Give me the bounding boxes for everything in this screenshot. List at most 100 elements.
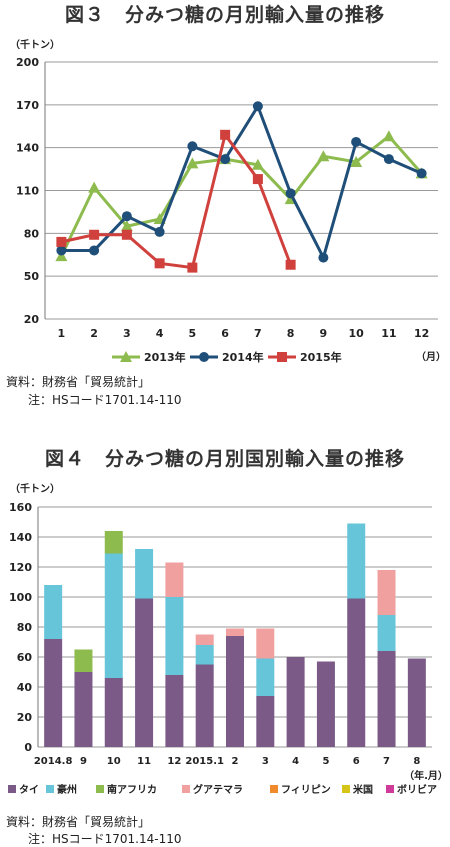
x-tick-label: 8 [413,756,420,767]
x-tick-label: 9 [80,756,87,767]
data-point [56,236,67,247]
data-point [252,101,263,112]
x-tick-label: 10 [348,327,364,340]
legend-swatch [386,785,394,793]
figure1-note: 注：HSコード1701.14-110 [28,393,182,407]
bar-segment-タイ [195,664,214,747]
legend-item: グアテマラ [182,783,243,796]
y-tick-label: 0 [24,741,32,754]
data-point [251,158,264,170]
data-point [89,229,100,240]
figure1-title: 図３ 分みつ糖の月別輸入量の推移 [64,4,385,26]
bar-segment-タイ [347,598,366,747]
y-tick-label: 20 [24,313,40,326]
x-tick-label: 6 [221,327,229,340]
legend-item: 2013年 [112,350,186,364]
legend-marker [120,351,132,362]
y-axis-unit-label: （千トン） [10,38,60,51]
legend-swatch [342,785,350,793]
data-point [351,136,362,147]
bar-segment-豪州 [165,597,184,675]
bar-segment-豪州 [104,553,123,678]
legend-item: 2015年 [268,350,342,364]
x-tick-label: 12 [167,756,181,767]
x-tick-label: 10 [107,756,121,767]
legend-label: ボリビア [397,783,437,796]
legend-item: 南アフリカ [96,783,157,796]
bar-segment-タイ [165,675,184,747]
x-tick-label: 7 [254,327,262,340]
bar-segment-タイ [104,678,123,747]
series-line [60,134,423,257]
data-point [252,174,263,185]
data-point [120,220,133,232]
data-point [154,258,165,269]
bar-segment-グアテマラ [256,628,275,659]
x-tick-label: 2014.8 [34,756,73,767]
data-point [350,155,363,167]
data-point [187,141,198,152]
legend-label: 米国 [353,783,373,796]
bar-segment-グアテマラ [226,628,244,636]
x-tick-label: 3 [262,756,269,767]
legend-label: 豪州 [57,783,77,796]
y-tick-label: 120 [9,561,32,574]
bar-segment-豪州 [44,585,63,639]
y-tick-label: 50 [24,270,40,283]
x-tick-label: 2 [232,756,239,767]
x-tick-label: 12 [414,327,429,340]
legend-item: フィリピン [270,784,331,796]
x-tick-label: 4 [156,327,164,340]
y-tick-label: 160 [9,501,32,514]
x-tick-label: 11 [137,756,151,767]
data-point [121,229,132,240]
legend-label: 2013年 [144,350,186,364]
series-line [61,102,423,262]
x-tick-label: 8 [287,327,295,340]
y-axis-unit-label: （千トン） [10,482,60,495]
series-line [61,131,293,270]
y-tick-label: 80 [24,227,40,240]
bar-segment-タイ [316,661,335,747]
x-tick-label: 3 [123,327,131,340]
data-point [383,154,394,165]
stacked-bar-chart: （千トン） 0 20 40 60 80 100 120 140 160 2014.8 9 10 11 12 2… [8,482,448,796]
x-tick-label: 9 [320,327,328,340]
bar-segment-タイ [256,696,275,747]
x-tick-label: 2 [90,327,98,340]
data-point [154,226,165,237]
legend-swatch [270,785,278,793]
series-2015年 [56,129,296,273]
data-point [318,252,329,263]
y-tick-label: 80 [17,621,33,634]
bar-segment-タイ [407,658,426,747]
y-tick-label: 170 [16,99,39,112]
legend-label: 南アフリカ [107,783,157,796]
y-tick-label: 60 [17,651,33,664]
data-point [220,154,231,165]
y-tick-label: 110 [16,185,39,198]
bar-segment-豪州 [377,615,396,651]
bar-segment-豪州 [195,645,214,665]
bar-segment-タイ [74,672,93,747]
y-tick-label: 200 [16,56,39,69]
x-tick-label: 1 [58,327,66,340]
y-tick-label: 140 [9,531,32,544]
legend-item: 米国 [342,783,373,796]
bar-segment-タイ [135,598,154,747]
legend-swatch [46,785,54,793]
legend-item: ボリビア [386,783,437,796]
bar-segment-豪州 [135,549,154,599]
bar-segment-タイ [44,639,63,747]
bar-segment-グアテマラ [195,634,214,645]
data-point [186,157,199,169]
y-tick-label: 40 [17,681,33,694]
x-tick-label: 11 [381,327,396,340]
data-point [220,129,231,140]
x-axis-unit-label: （年.月） [404,769,448,782]
legend-swatch [182,785,190,793]
y-tick-label: 100 [9,591,32,604]
y-tick-label: 140 [16,142,39,155]
